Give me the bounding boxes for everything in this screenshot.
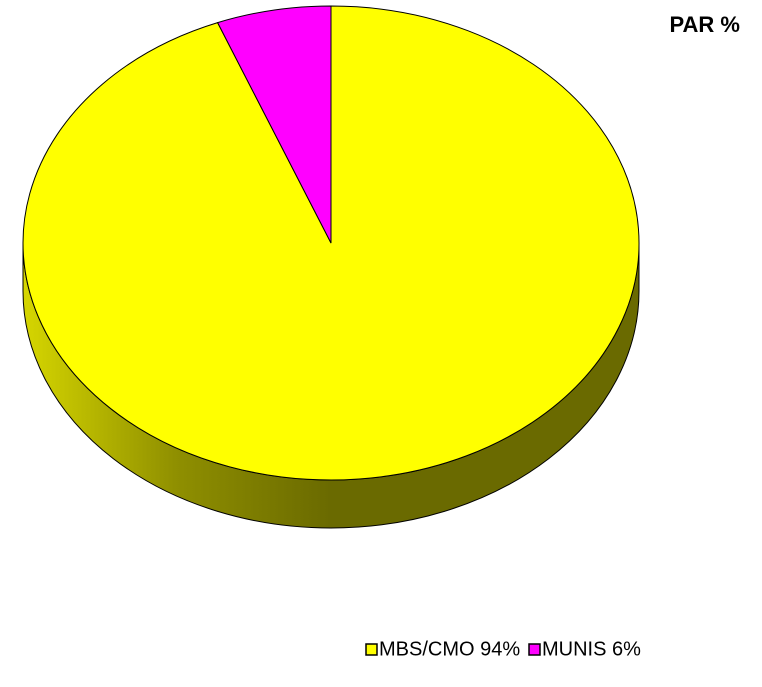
legend-swatch xyxy=(528,643,541,656)
chart-title: PAR % xyxy=(670,12,741,37)
slice xyxy=(216,5,332,244)
legend-swatch xyxy=(365,643,378,656)
legend-label: MUNIS 6% xyxy=(542,638,641,660)
legend-label: MBS/CMO 94% xyxy=(379,638,520,660)
